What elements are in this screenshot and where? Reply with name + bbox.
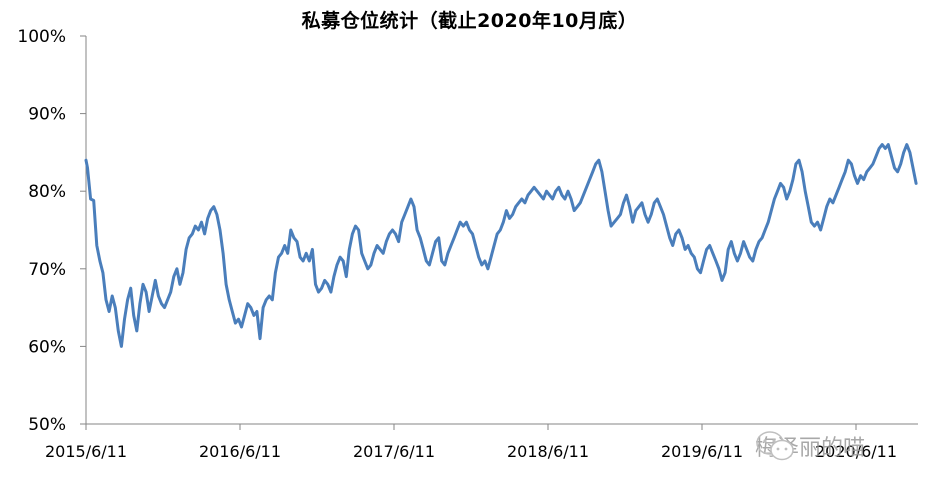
chart-title: 私募仓位统计（截止2020年10月底） xyxy=(301,10,638,32)
y-tick-label: 90% xyxy=(28,105,66,125)
y-tick-label: 100% xyxy=(17,27,66,47)
x-tick-label: 2018/6/11 xyxy=(507,442,589,461)
y-axis: 50% 60% 70% 80% 90% 100% xyxy=(17,27,87,435)
y-tick-label: 60% xyxy=(28,337,66,357)
x-tick-label: 2019/6/11 xyxy=(661,442,743,461)
watermark: 梅泽丽的喵 xyxy=(755,430,865,462)
x-axis: 2015/6/11 2016/6/11 2017/6/11 2018/6/11 2019… xyxy=(45,423,918,461)
x-tick-label: 2016/6/11 xyxy=(199,442,281,461)
x-tick-label: 2015/6/11 xyxy=(45,442,127,461)
x-tick-label: 2017/6/11 xyxy=(353,442,435,461)
y-tick-label: 80% xyxy=(28,182,66,202)
y-tick-label: 70% xyxy=(28,260,66,280)
wechat-icon xyxy=(756,431,794,461)
position-series-line xyxy=(84,143,918,348)
x-tick-label: 2020/6/11 xyxy=(815,442,897,461)
y-tick-label: 50% xyxy=(28,415,66,435)
